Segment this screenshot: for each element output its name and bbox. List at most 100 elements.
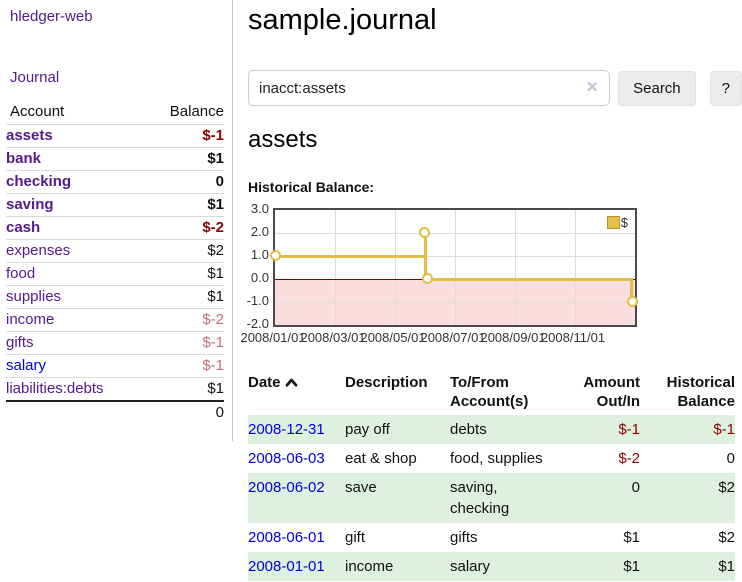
y-tick-label: -2.0: [246, 316, 269, 331]
accounts-header-balance: Balance: [142, 101, 224, 125]
transaction-date-link[interactable]: 2008-12-31: [248, 421, 325, 438]
legend-swatch-icon: [606, 216, 620, 229]
x-tick-label: 2008/09/01: [480, 330, 546, 345]
x-tick-label: 2008/11/01: [540, 330, 606, 345]
search-form: ✕ Search ?: [248, 70, 742, 106]
transaction-date-link[interactable]: 2008-06-02: [248, 479, 325, 496]
account-row-food: food $1: [6, 262, 224, 286]
help-button[interactable]: ?: [709, 70, 742, 106]
transaction-accounts: saving, checking: [450, 479, 510, 517]
account-balance: $-1: [142, 354, 224, 378]
account-link-income[interactable]: income: [6, 311, 55, 328]
register-header-description: Description: [345, 374, 428, 391]
account-balance: $1: [142, 147, 224, 171]
x-tick-label: 2008/03/01: [300, 330, 366, 345]
account-title: assets: [248, 126, 318, 153]
gridline: [575, 210, 576, 325]
transaction-date-link[interactable]: 2008-01-01: [248, 558, 325, 575]
x-tick-label: 2008/01/01: [240, 330, 306, 345]
transaction-amount: $-2: [618, 450, 640, 467]
account-row-bank: bank $1: [6, 147, 224, 171]
register-header-date-label: Date: [248, 374, 281, 391]
account-link-supplies[interactable]: supplies: [6, 288, 62, 305]
transaction-date-link[interactable]: 2008-06-03: [248, 450, 325, 467]
sidebar-item-journal[interactable]: Journal: [10, 69, 60, 86]
account-link-food[interactable]: food: [6, 265, 36, 282]
transaction-description: pay off: [345, 421, 390, 438]
data-point-marker: [627, 296, 638, 307]
account-row-salary: salary $-1: [6, 354, 224, 378]
register-table: Date Description To/From Account(s) Amou…: [248, 371, 735, 581]
series-line-segment: [426, 278, 633, 281]
transaction-date-link[interactable]: 2008-06-01: [248, 529, 325, 546]
account-link-cash[interactable]: cash: [6, 219, 41, 236]
account-row-income: income $-2: [6, 308, 224, 332]
account-link-saving[interactable]: saving: [6, 196, 54, 213]
search-input[interactable]: [248, 70, 611, 106]
register-row: 2008-01-01 income salary $1 $1: [248, 552, 735, 581]
account-row-gifts: gifts $-1: [6, 331, 224, 355]
register-row: 2008-06-01 gift gifts $1 $2: [248, 523, 735, 552]
account-link-assets[interactable]: assets: [6, 127, 53, 144]
historical-balance-chart: 3.0 2.0 1.0 0.0 -1.0 -2.0: [240, 201, 668, 348]
data-point-marker: [422, 273, 433, 284]
search-button[interactable]: Search: [618, 70, 696, 106]
accounts-header-account: Account: [6, 101, 143, 125]
account-balance: $1: [142, 193, 224, 217]
y-tick-label: -1.0: [246, 293, 269, 308]
register-header-accounts: To/From Account(s): [450, 374, 529, 410]
chart-label: Historical Balance:: [248, 179, 375, 195]
account-link-expenses[interactable]: expenses: [6, 242, 71, 259]
register-row: 2008-06-03 eat & shop food, supplies $-2…: [248, 444, 735, 473]
account-row-expenses: expenses $2: [6, 239, 224, 263]
account-balance: $-1: [142, 331, 224, 355]
transaction-description: income: [345, 558, 394, 575]
x-tick-label: 2008/07/01: [420, 330, 486, 345]
transaction-balance: $2: [718, 479, 735, 496]
gridline: [515, 210, 516, 325]
register-header-amount: Amount Out/In: [583, 374, 640, 410]
transaction-description: eat & shop: [345, 450, 417, 467]
account-link-salary[interactable]: salary: [6, 357, 47, 374]
register-header-balance: Historical Balance: [666, 374, 735, 410]
page-title: sample.journal: [248, 4, 437, 36]
transaction-accounts: debts: [450, 421, 487, 438]
y-tick-label: 0.0: [250, 270, 269, 285]
gridline: [455, 210, 456, 325]
transaction-amount: $1: [623, 529, 640, 546]
register-header-date[interactable]: Date: [248, 371, 345, 415]
series-line-segment: [275, 255, 426, 258]
transaction-amount: 0: [631, 479, 640, 496]
data-point-marker: [419, 227, 430, 238]
account-row-liabilities-debts: liabilities:debts $1: [6, 378, 224, 402]
account-row-cash: cash $-2: [6, 216, 224, 240]
account-link-bank[interactable]: bank: [6, 150, 42, 167]
register-header-row: Date Description To/From Account(s) Amou…: [248, 371, 735, 415]
transaction-balance: $1: [718, 558, 735, 575]
account-balance: $-2: [142, 308, 224, 332]
account-link-gifts[interactable]: gifts: [6, 334, 34, 351]
app-brand-link[interactable]: hledger-web: [10, 8, 93, 25]
account-row-saving: saving $1: [6, 193, 224, 217]
transaction-description: gift: [345, 529, 366, 546]
account-row-supplies: supplies $1: [6, 285, 224, 309]
clear-search-icon[interactable]: ✕: [586, 79, 599, 96]
accounts-total-row: 0: [6, 400, 224, 424]
y-tick-label: 2.0: [250, 224, 269, 239]
transaction-accounts: salary: [450, 558, 491, 575]
transaction-balance: $2: [718, 529, 735, 546]
series-line-segment: [424, 232, 427, 280]
register-row: 2008-06-02 save saving, checking 0 $2: [248, 473, 735, 523]
account-link-checking[interactable]: checking: [6, 173, 72, 190]
transaction-balance: 0: [726, 450, 735, 467]
account-balance: 0: [142, 170, 224, 194]
sidebar: hledger-web Journal Account Balance asse…: [0, 0, 233, 441]
transaction-amount: $1: [623, 558, 640, 575]
chart-plot-area: $: [270, 208, 638, 327]
transaction-balance: $-1: [713, 421, 735, 438]
account-row-checking: checking 0: [6, 170, 224, 194]
account-balance: $1: [142, 285, 224, 309]
gridline: [395, 210, 396, 325]
account-link-liabilities-debts[interactable]: liabilities:debts: [6, 380, 104, 397]
account-balance: $-1: [142, 124, 224, 148]
